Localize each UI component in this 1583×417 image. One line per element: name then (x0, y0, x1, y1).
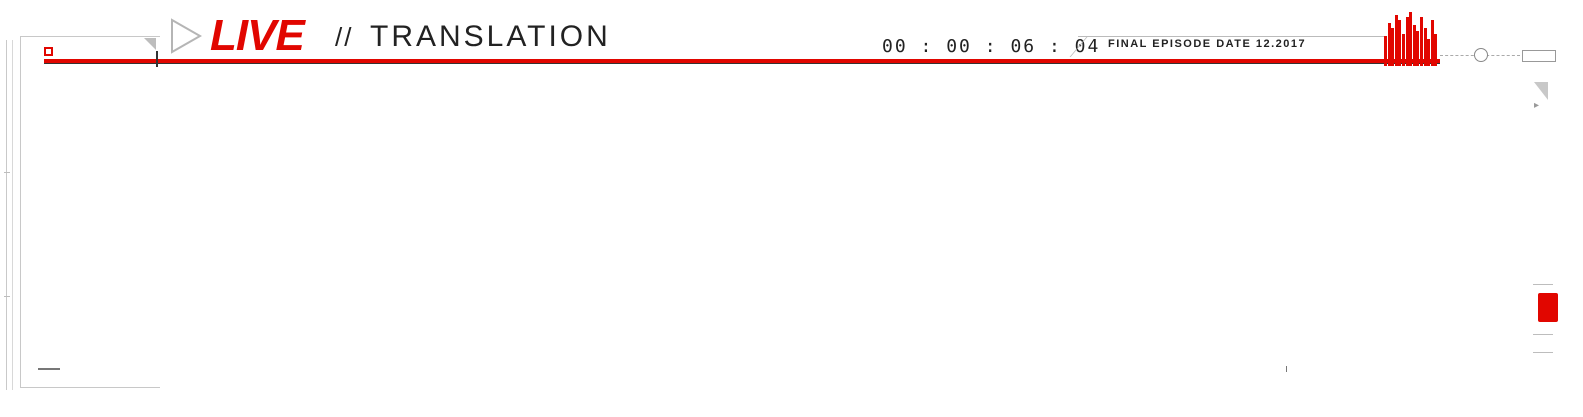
timecode-hours: 00 (882, 36, 908, 57)
meter-bar (1431, 20, 1434, 66)
meter-bar (1402, 34, 1405, 66)
timeline-shadow (44, 63, 1440, 64)
left-rail-inner (12, 40, 13, 390)
meter-bar (1413, 25, 1416, 66)
rail-tick (4, 172, 10, 173)
meter-bar (1427, 39, 1430, 66)
record-button[interactable] (1538, 293, 1558, 322)
meter-bar (1398, 20, 1401, 66)
meter-bar (1388, 23, 1391, 66)
meter-bar (1406, 17, 1409, 66)
volume-box[interactable] (1522, 50, 1556, 62)
timecode: 00 : 00 : 06 : 04 (882, 36, 1100, 57)
panel-bottom-dash (38, 368, 60, 370)
left-rail (6, 40, 7, 390)
left-panel (20, 36, 160, 388)
meter-bar (1424, 28, 1427, 66)
expand-arrow-icon[interactable]: ▸ (1534, 100, 1539, 111)
meter-bar (1416, 31, 1419, 66)
timecode-sep: : (985, 36, 998, 57)
timecode-sep: : (1049, 36, 1062, 57)
rail-tick (4, 296, 10, 297)
audio-level-meter (1384, 12, 1440, 66)
meter-bar (1391, 28, 1394, 66)
right-rule (1533, 334, 1553, 335)
episode-label: FINAL EPISODE DATE 12.2017 (1108, 38, 1306, 50)
meter-bar (1409, 12, 1412, 66)
timecode-minutes: 00 (946, 36, 972, 57)
timecode-sep: : (921, 36, 934, 57)
timeline-marker[interactable] (156, 51, 158, 67)
meter-bar (1395, 15, 1398, 66)
meter-bar (1384, 36, 1387, 66)
play-triangle-icon[interactable] (170, 18, 204, 54)
panel-corner-icon (144, 38, 156, 50)
volume-knob-icon[interactable] (1474, 48, 1488, 62)
timecode-seconds: 06 (1010, 36, 1036, 57)
corner-triangle-icon (1534, 82, 1548, 100)
translation-label: TRANSLATION (370, 20, 611, 54)
stop-icon[interactable] (44, 47, 53, 56)
meter-bar (1434, 34, 1437, 66)
right-rule (1533, 352, 1553, 353)
bottom-tick (1286, 366, 1287, 372)
right-rule (1533, 284, 1553, 285)
title-separator: // (335, 22, 353, 53)
meter-bar (1420, 17, 1423, 66)
left-panel-top-border (20, 36, 160, 37)
live-label: LIVE (210, 10, 304, 62)
